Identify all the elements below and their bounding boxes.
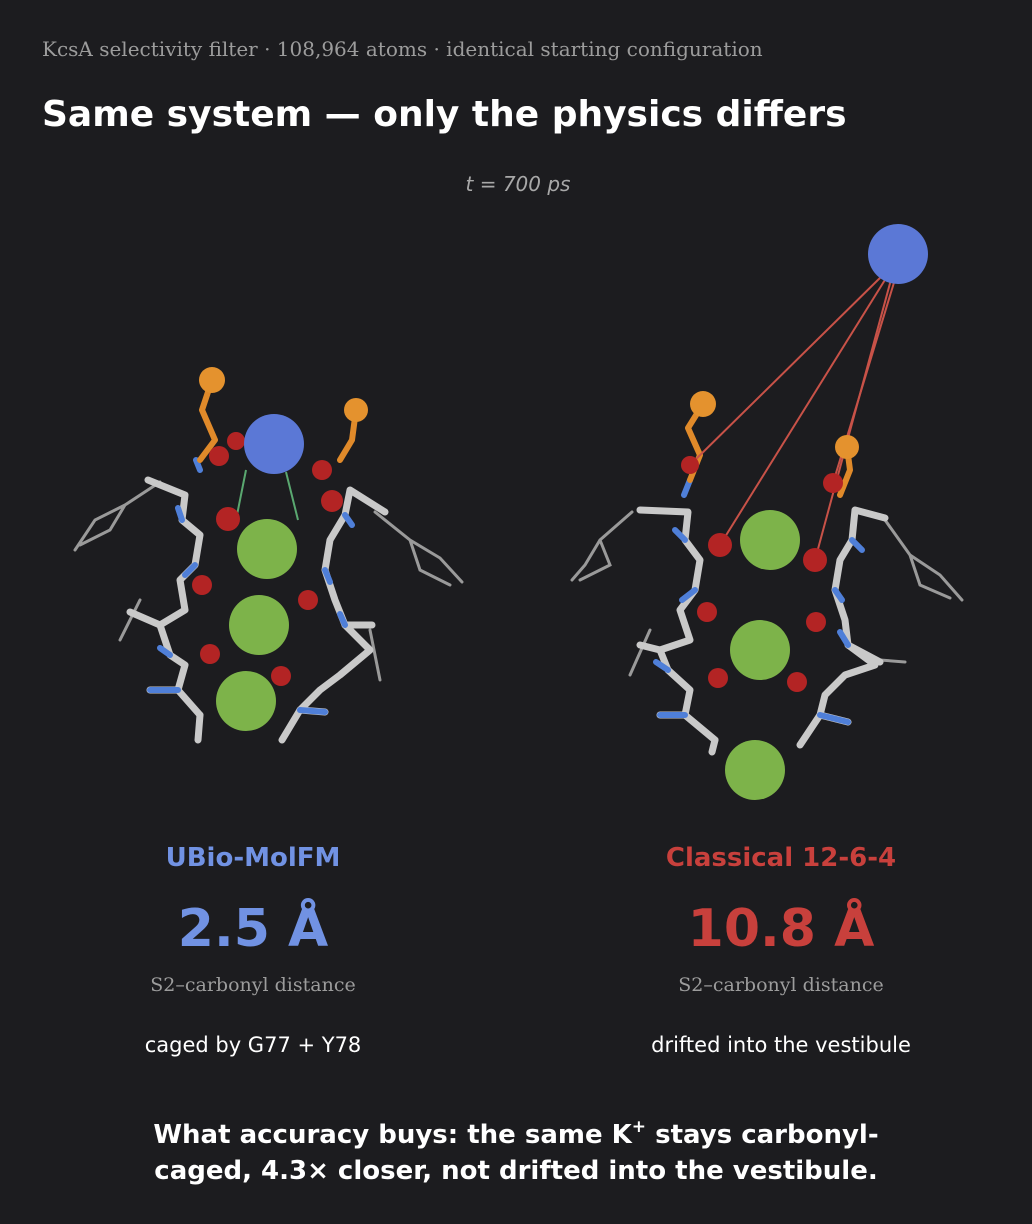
metric-label: S2–carbonyl distance [678,974,883,996]
distance-value: 10.8 Å [688,898,875,959]
model-name: UBio-MolFM [166,843,341,873]
molecule-right [570,224,964,800]
footer-line: What accuracy buys: the same K+ stays ca… [153,1117,878,1150]
footer-superscript: + [632,1117,646,1137]
model-name: Classical 12-6-4 [666,843,896,873]
title: Same system — only the physics differs [42,94,847,135]
molecule-left [73,367,464,744]
footer-line: caged, 4.3× closer, not drifted into the… [154,1156,877,1186]
footer-text: stays carbonyl- [646,1120,879,1150]
distance-value: 2.5 Å [178,898,328,959]
footer-text: What accuracy buys: the same K [153,1120,632,1150]
metric-label: S2–carbonyl distance [150,974,355,996]
time-label: t = 700 ps [466,172,571,196]
subtitle: KcsA selectivity filter · 108,964 atoms … [42,37,763,61]
note: drifted into the vestibule [651,1033,911,1057]
note: caged by G77 + Y78 [145,1033,362,1057]
